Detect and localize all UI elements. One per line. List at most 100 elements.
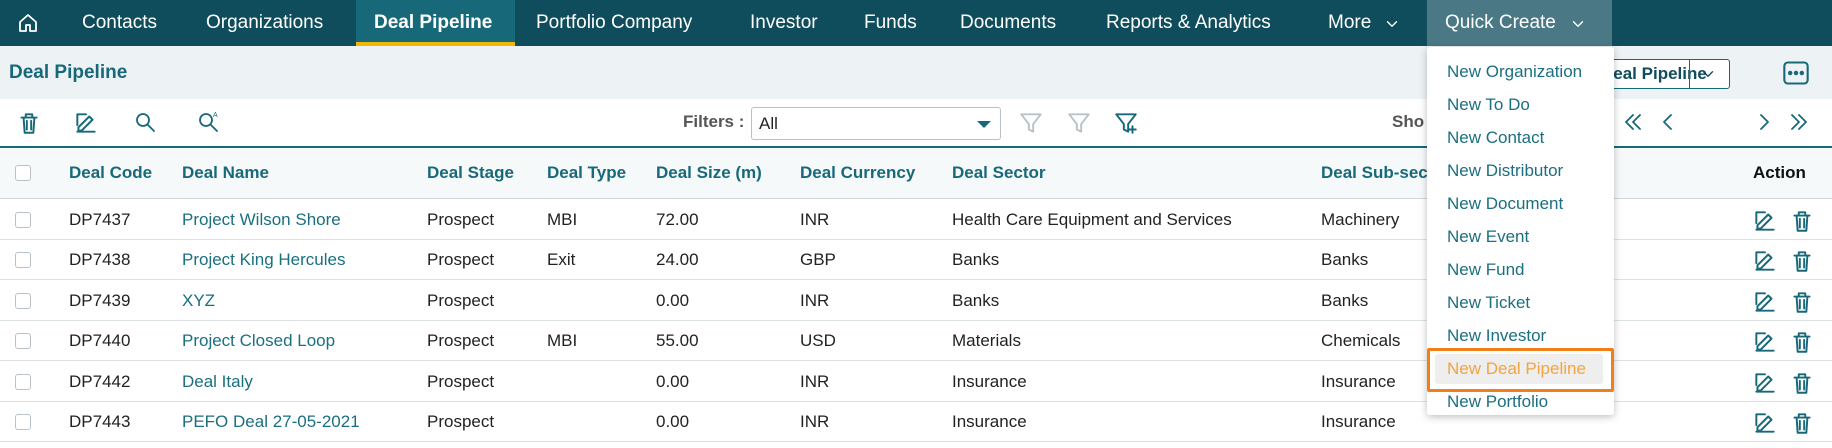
more-caret-glyph: [1386, 21, 1398, 27]
filter-clear-icon[interactable]: [1066, 110, 1092, 136]
more-caret[interactable]: [1383, 15, 1401, 33]
row-checkbox[interactable]: [15, 333, 31, 350]
deal-name-link[interactable]: PEFO Deal 27-05-2021: [182, 412, 360, 431]
table-cell: Health Care Equipment and Services: [952, 210, 1232, 229]
table-cell: Prospect: [427, 210, 495, 229]
next-page[interactable]: [1752, 110, 1776, 134]
nav-tab[interactable]: Organizations: [206, 12, 324, 33]
table-cell: USD: [800, 331, 836, 351]
search-icon[interactable]: [133, 110, 157, 134]
view-button-divider: [1689, 60, 1690, 88]
row-checkbox[interactable]: [15, 414, 31, 430]
menu-item[interactable]: New To Do: [1447, 95, 1530, 114]
row-edit-icon[interactable]: [1752, 370, 1778, 396]
prev-page[interactable]: [1656, 110, 1680, 134]
advanced-search-icon-glyph: A: [199, 112, 218, 132]
table-cell: Insurance: [1321, 371, 1396, 391]
quick-create-caret[interactable]: [1569, 15, 1587, 33]
quick-create[interactable]: Quick Create: [1445, 12, 1556, 33]
nav-tab[interactable]: More: [1328, 12, 1372, 33]
table-cell: Prospect: [427, 371, 495, 391]
nav-tab[interactable]: Deal Pipeline: [374, 12, 493, 33]
row-edit-icon[interactable]: [1752, 248, 1778, 274]
row-edit-icon[interactable]: [1752, 289, 1778, 315]
more-options[interactable]: [1782, 59, 1810, 87]
table-cell: GBP: [800, 250, 836, 270]
deal-name-link[interactable]: Deal Italy: [182, 371, 253, 391]
row-delete-icon-glyph: [1793, 413, 1811, 434]
column-header[interactable]: Deal Size (m): [656, 163, 762, 182]
menu-item[interactable]: New Event: [1447, 227, 1530, 246]
row-checkbox[interactable]: [15, 373, 31, 390]
edit-icon[interactable]: [73, 110, 99, 136]
filter-add-icon[interactable]: [1113, 110, 1139, 136]
row-checkbox[interactable]: [15, 292, 31, 309]
nav-tab[interactable]: Funds: [864, 12, 917, 33]
row-edit-icon[interactable]: [1752, 410, 1778, 436]
column-header[interactable]: Deal Sub-sector: [1321, 163, 1451, 182]
row-delete-icon-glyph: [1793, 372, 1811, 394]
nav-tab[interactable]: Reports & Analytics: [1106, 12, 1271, 33]
row-delete-icon[interactable]: [1789, 329, 1815, 355]
view-button-caret[interactable]: [1699, 65, 1717, 83]
deal-name-link[interactable]: Project Wilson Shore: [182, 210, 341, 229]
row-edit-icon[interactable]: [1752, 208, 1778, 234]
table-cell: DP7443: [69, 412, 131, 431]
row-edit-icon[interactable]: [1752, 329, 1778, 355]
deal-name-link[interactable]: Project King Hercules: [182, 250, 346, 270]
menu-item[interactable]: New Document: [1447, 194, 1564, 213]
view-button-caret-glyph: [1702, 71, 1714, 77]
first-page[interactable]: [1621, 110, 1645, 134]
table-row-border: [0, 279, 1832, 281]
table-cell: DP7438: [69, 250, 131, 270]
menu-item[interactable]: New Distributor: [1447, 161, 1564, 180]
row-delete-icon[interactable]: [1789, 410, 1815, 436]
nav-tab[interactable]: Investor: [750, 12, 818, 33]
row-delete-icon[interactable]: [1789, 248, 1815, 274]
table-cell: Insurance: [1321, 412, 1396, 431]
filter-clear-icon-glyph: [1068, 113, 1090, 133]
column-header[interactable]: Deal Name: [182, 163, 269, 182]
menu-item[interactable]: New Contact: [1447, 128, 1545, 147]
row-checkbox[interactable]: [15, 252, 31, 269]
delete-icon[interactable]: [16, 110, 42, 136]
menu-item[interactable]: New Ticket: [1447, 293, 1531, 312]
nav-tab[interactable]: Contacts: [82, 12, 157, 33]
search-icon-glyph: [136, 113, 155, 132]
filter-add-icon-glyph: [1115, 113, 1137, 134]
column-header[interactable]: Deal Type: [547, 163, 627, 182]
nav-tab[interactable]: Portfolio Company: [536, 12, 693, 33]
advanced-search-icon[interactable]: A: [196, 110, 220, 134]
column-header[interactable]: Deal Currency: [800, 163, 916, 182]
last-page[interactable]: [1787, 110, 1811, 134]
menu-item[interactable]: New Fund: [1447, 260, 1525, 279]
table-cell: Materials: [952, 331, 1021, 351]
table-row-border: [0, 319, 1832, 321]
row-edit-icon-glyph: [1755, 372, 1775, 393]
filter-select-caret: [977, 121, 991, 128]
row-delete-icon[interactable]: [1789, 208, 1815, 234]
deal-name-link[interactable]: XYZ: [182, 290, 216, 310]
view-button-text[interactable]: Deal Pipeline: [1601, 64, 1707, 83]
menu-item[interactable]: New Deal Pipeline: [1447, 359, 1586, 378]
row-checkbox[interactable]: [15, 212, 31, 228]
table-cell: Banks: [1321, 250, 1369, 270]
filter-select[interactable]: All: [751, 107, 1001, 140]
menu-item[interactable]: New Portfolio: [1447, 392, 1549, 411]
menu-item[interactable]: New Organization: [1447, 62, 1583, 81]
row-delete-icon[interactable]: [1789, 370, 1815, 396]
nav-tab[interactable]: Documents: [960, 12, 1057, 33]
table-row-border: [0, 360, 1832, 362]
next-page-glyph: [1760, 114, 1769, 130]
column-header[interactable]: Deal Code: [69, 163, 153, 182]
deal-name-link[interactable]: Project Closed Loop: [182, 331, 336, 351]
row-delete-icon[interactable]: [1789, 289, 1815, 315]
column-header[interactable]: Deal Sector: [952, 163, 1046, 182]
menu-item[interactable]: New Investor: [1447, 326, 1547, 345]
column-header[interactable]: Deal Stage: [427, 163, 514, 182]
table-cell: INR: [800, 412, 830, 431]
select-all-checkbox[interactable]: [15, 165, 31, 181]
filter-edit-icon[interactable]: [1018, 110, 1044, 136]
home-icon[interactable]: [16, 11, 40, 35]
